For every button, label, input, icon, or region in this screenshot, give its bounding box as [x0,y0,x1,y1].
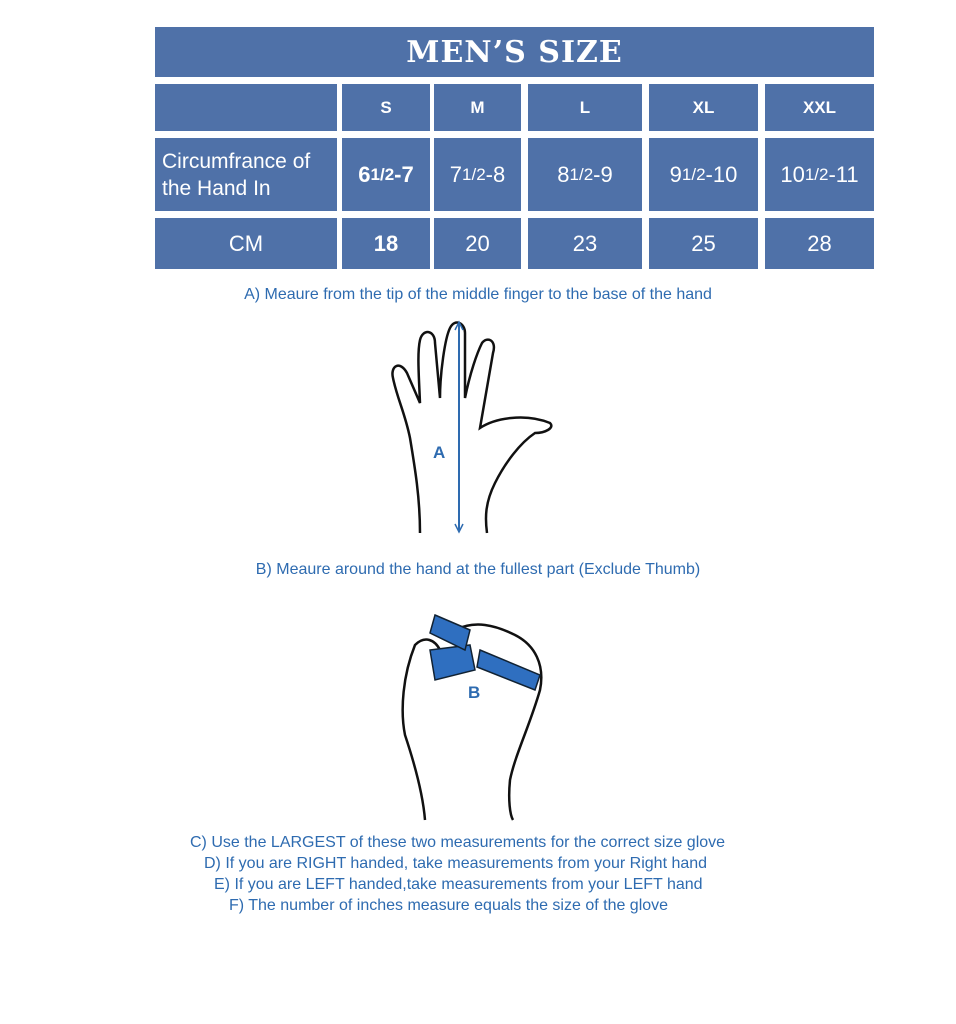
inch-value-cell: 8 1/2 -9 [528,138,642,211]
inch-whole: 8 [557,161,570,187]
cm-value-cell: 23 [528,218,642,269]
note-f: F) The number of inches measure equals t… [229,897,669,914]
step-a-text: A) Meaure from the tip of the middle fin… [244,286,712,303]
inch-rest: -9 [593,161,613,187]
inch-fraction: 1/2 [462,164,486,184]
inch-fraction: 1/2 [681,164,706,184]
inch-value-cell: 10 1/2 -11 [765,138,874,211]
inch-rest: -7 [394,161,414,187]
inch-value-cell: 9 1/2 -10 [649,138,758,211]
hand-measure-length-illustration: A [391,320,553,534]
size-header-l: L [528,84,642,131]
table-title: MEN’S SIZE [155,27,874,77]
inch-rest: -11 [828,161,859,187]
label-b: B [468,683,480,702]
size-header-xxl: XXL [765,84,874,131]
inch-rest: -10 [705,161,738,187]
inch-row-label: Circumfrance of the Hand In [155,138,337,211]
note-c: C) Use the LARGEST of these two measurem… [190,834,726,851]
inch-whole: 9 [669,161,682,187]
hand-measure-circumference-illustration: B [401,613,543,821]
size-header-m: M [434,84,521,131]
inch-rest: -8 [485,161,506,187]
inch-value-cell: 7 1/2 -8 [434,138,521,211]
inch-fraction: 1/2 [569,164,594,184]
inch-whole: 10 [780,161,805,187]
cm-value-cell: 25 [649,218,758,269]
cm-value-cell: 28 [765,218,874,269]
inch-fraction: 1/2 [804,164,829,184]
inch-value-cell: 6 1/2 -7 [342,138,430,211]
note-e: E) If you are LEFT handed,take measureme… [214,876,703,893]
size-header-xl: XL [649,84,758,131]
inch-fraction: 1/2 [370,164,395,184]
step-b-text: B) Meaure around the hand at the fullest… [255,561,701,578]
cm-value-cell: 20 [434,218,521,269]
header-blank-cell [155,84,337,131]
inch-whole: 7 [449,161,463,187]
note-d: D) If you are RIGHT handed, take measure… [204,855,708,872]
cm-value-cell: 18 [342,218,430,269]
size-header-s: S [342,84,430,131]
inch-whole: 6 [358,161,371,187]
label-a: A [433,443,445,462]
cm-row-label: CM [155,218,337,269]
